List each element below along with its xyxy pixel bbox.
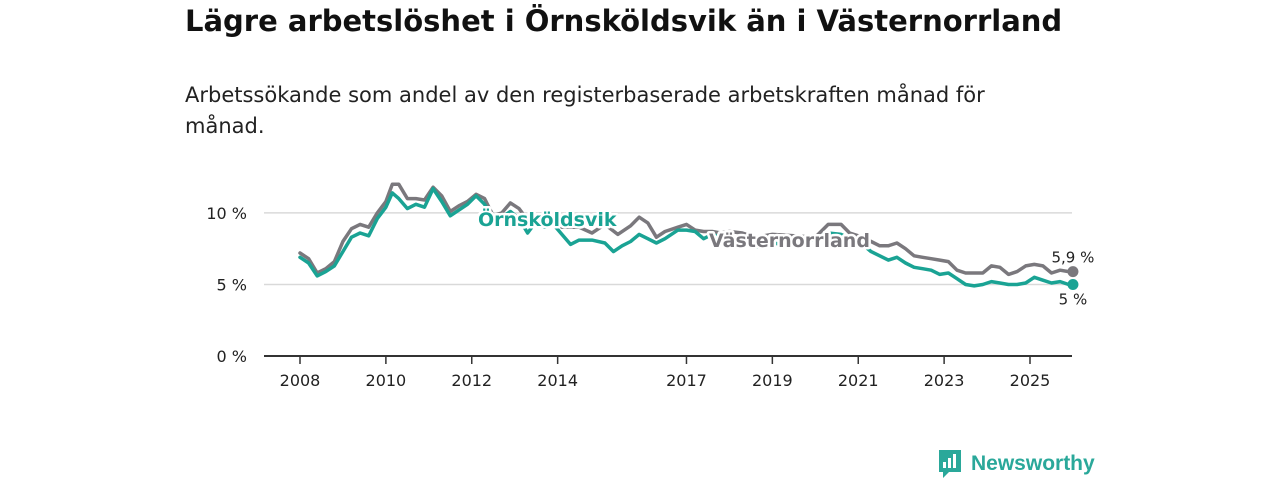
y-tick-label: 5 % (217, 275, 247, 294)
x-tick-label: 2017 (666, 371, 707, 390)
series-label-orn: Örnsköldsvik (478, 207, 617, 231)
series-label-vast: Västernorrland (709, 230, 870, 252)
brand-logo: Newsworthy (937, 448, 1095, 480)
x-tick-label: 2014 (537, 371, 578, 390)
end-point-vast (1067, 266, 1079, 278)
x-tick-label: 2021 (838, 371, 879, 390)
x-tick-label: 2025 (1010, 371, 1051, 390)
y-tick-label: 0 % (217, 347, 247, 366)
brand-name: Newsworthy (971, 452, 1095, 475)
x-tick-label: 2010 (366, 371, 407, 390)
end-label-orn: 5 % (1059, 290, 1088, 308)
series-line-vast (298, 182, 1075, 277)
series-line-orn (298, 186, 1075, 288)
chart-title: Lägre arbetslöshet i Örnsköldsvik än i V… (185, 4, 1063, 38)
newsworthy-logo-icon (939, 450, 961, 478)
chart-subtitle: Arbetssökande som andel av den registerb… (185, 83, 985, 138)
end-label-vast: 5,9 % (1051, 249, 1094, 267)
x-tick-label: 2023 (924, 371, 965, 390)
x-tick-label: 2008 (280, 371, 321, 390)
end-point-orn (1067, 278, 1079, 290)
x-tick-label: 2012 (451, 371, 492, 390)
x-tick-label: 2019 (752, 371, 793, 390)
y-tick-label: 10 % (206, 204, 247, 223)
